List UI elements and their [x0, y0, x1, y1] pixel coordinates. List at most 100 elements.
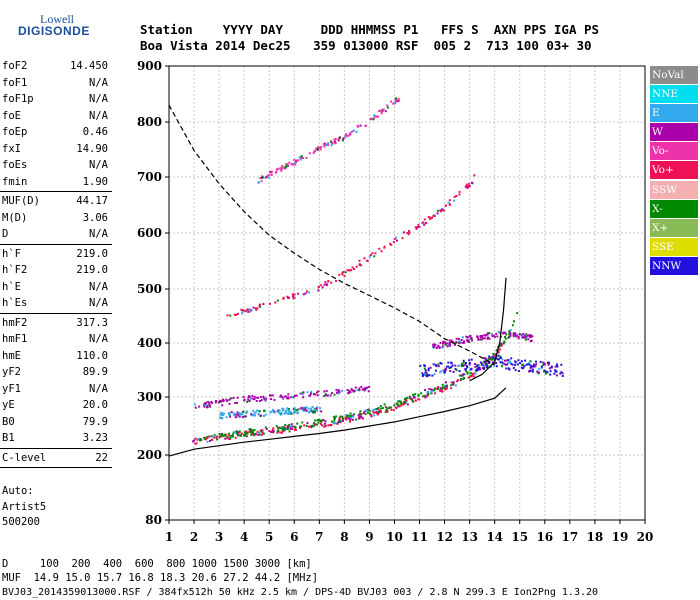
echo-point	[259, 305, 262, 308]
echo-point	[373, 255, 376, 258]
echo-point	[260, 430, 263, 433]
echo-point	[417, 223, 420, 226]
echo-point	[222, 414, 225, 417]
echo-point	[358, 263, 361, 266]
echo-point	[455, 369, 458, 372]
echo-point	[453, 195, 456, 198]
echo-point	[452, 370, 455, 373]
echo-point	[445, 204, 447, 207]
echo-point	[433, 373, 436, 376]
echo-point	[450, 381, 453, 384]
echo-point	[456, 380, 459, 383]
echo-point	[342, 271, 345, 273]
echo-point	[302, 293, 305, 296]
echo-point	[524, 359, 527, 362]
echo-point	[427, 369, 430, 372]
x-tick-label: 20	[637, 530, 654, 544]
echo-point	[280, 413, 283, 416]
echo-point	[480, 336, 482, 339]
echo-point	[554, 369, 557, 372]
echo-point	[527, 338, 530, 341]
echo-point	[291, 428, 294, 430]
echo-point	[491, 356, 494, 359]
echo-point	[437, 345, 440, 348]
echo-point	[556, 365, 559, 368]
echo-point	[295, 409, 298, 412]
echo-point	[370, 414, 373, 417]
echo-point	[504, 363, 507, 366]
echo-point	[314, 393, 317, 396]
echo-point	[493, 335, 496, 338]
echo-point	[458, 190, 461, 193]
echo-point	[258, 304, 261, 307]
echo-point	[282, 429, 285, 432]
echo-point	[442, 340, 445, 343]
echo-point	[470, 337, 473, 340]
echo-point	[386, 106, 389, 109]
echo-point	[543, 369, 546, 372]
echo-point	[284, 411, 287, 414]
echo-point	[426, 375, 428, 378]
echo-point	[268, 430, 271, 432]
echo-point	[253, 433, 256, 435]
echo-point	[316, 147, 319, 150]
echo-point	[194, 442, 197, 445]
echo-point	[454, 343, 456, 346]
echo-point	[247, 396, 250, 399]
echo-point	[231, 435, 234, 438]
echo-point	[505, 367, 508, 370]
echo-point	[450, 384, 453, 387]
echo-point	[478, 364, 481, 367]
echo-point	[361, 388, 364, 391]
param-label: hmF2	[2, 316, 28, 329]
echo-point	[492, 352, 495, 355]
echo-point	[501, 361, 504, 364]
echo-point	[513, 332, 516, 335]
echo-point	[232, 396, 235, 399]
echo-point	[414, 226, 417, 229]
echo-point	[291, 163, 293, 166]
echo-point	[466, 366, 469, 369]
echo-point	[464, 363, 467, 366]
echo-point	[555, 370, 558, 373]
echo-point	[444, 388, 447, 391]
footer-file-info: BVJ03_2014359013000.RSF / 384fx512h 50 k…	[2, 587, 599, 598]
echo-point	[331, 142, 334, 145]
echo-point	[274, 411, 277, 414]
echo-point	[277, 167, 280, 170]
echo-point	[392, 408, 395, 411]
echo-point	[286, 397, 289, 400]
echo-point	[503, 340, 506, 343]
echo-point	[484, 358, 487, 361]
echo-point	[388, 406, 391, 409]
echo-point	[192, 440, 195, 443]
echo-point	[480, 361, 483, 364]
param-value: 14.450	[70, 60, 108, 72]
echo-point	[283, 428, 285, 431]
echo-point	[470, 367, 473, 370]
echo-point	[339, 420, 342, 423]
echo-point	[246, 308, 249, 311]
echo-point	[317, 421, 320, 424]
echo-point	[513, 320, 515, 323]
echo-point	[408, 231, 411, 234]
echo-point	[467, 184, 470, 187]
echo-point	[293, 162, 296, 164]
echo-point	[517, 335, 520, 338]
legend-entry-vo: Vo-	[650, 142, 698, 161]
echo-point	[423, 394, 426, 397]
echo-point	[323, 390, 326, 393]
echo-point	[297, 408, 300, 411]
echo-point	[241, 416, 244, 418]
echo-point	[225, 433, 228, 436]
param-value: 89.9	[82, 366, 108, 378]
echo-point	[327, 424, 330, 427]
echo-point	[287, 397, 290, 400]
echo-point	[319, 147, 322, 150]
echo-point	[405, 401, 408, 404]
muf-curve	[168, 104, 495, 366]
echo-point	[347, 414, 350, 417]
x-tick-label: 3	[215, 530, 223, 544]
echo-point	[286, 163, 289, 166]
echo-point	[437, 363, 440, 366]
